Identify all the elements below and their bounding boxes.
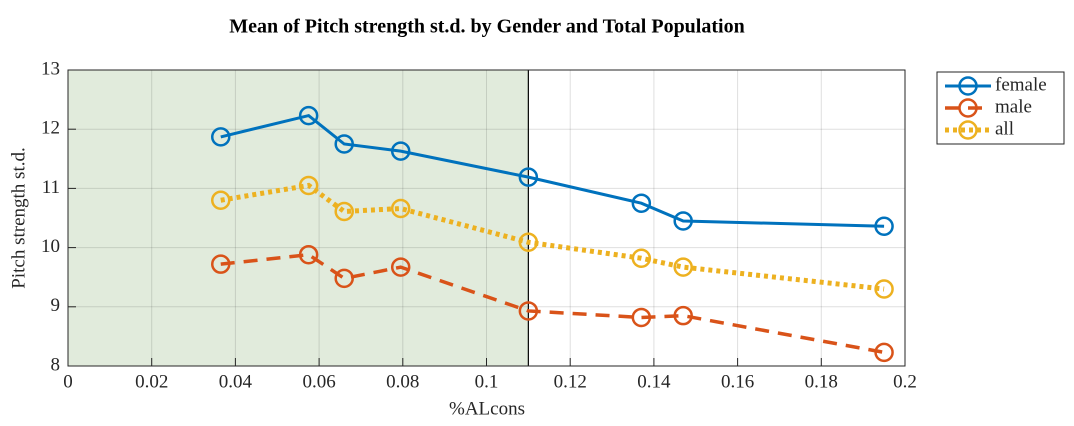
y-tick-label: 11: [42, 177, 60, 198]
y-tick-label: 9: [51, 295, 61, 316]
legend-marker: [958, 76, 978, 96]
x-tick-label: 0.02: [135, 371, 168, 392]
marker: [390, 257, 411, 277]
marker: [298, 105, 319, 126]
y-axis-label: Pitch strength st.d.: [8, 147, 29, 288]
x-tick-label: 0.08: [386, 371, 419, 392]
marker: [390, 141, 411, 161]
y-tick-label: 13: [41, 58, 60, 79]
y-tick-label: 8: [51, 354, 61, 375]
marker: [874, 279, 894, 299]
marker: [211, 127, 231, 147]
x-tick-label: 0.18: [805, 371, 838, 392]
x-tick-label: 0.2: [893, 371, 917, 392]
x-tick-label: 0.06: [302, 371, 335, 392]
shaded-region: [68, 70, 529, 366]
marker: [334, 268, 354, 289]
marker: [298, 244, 319, 265]
legend-marker: [958, 98, 978, 118]
y-tick-label: 12: [41, 118, 60, 139]
x-tick-label: 0.16: [721, 371, 754, 392]
legend-label: female: [995, 74, 1047, 95]
x-tick-label: 0.12: [554, 371, 587, 392]
marker: [631, 307, 652, 328]
y-tick-label: 10: [41, 236, 60, 257]
legend-label: all: [995, 118, 1014, 139]
marker: [631, 193, 652, 213]
marker: [673, 211, 693, 231]
legend-label: male: [995, 96, 1032, 117]
marker: [518, 232, 539, 253]
marker: [334, 134, 354, 154]
marker: [874, 342, 894, 363]
marker: [211, 190, 231, 210]
x-tick-label: 0.14: [637, 371, 671, 392]
series-line: [220, 252, 885, 355]
marker: [874, 216, 894, 237]
axes-box: [67, 69, 906, 367]
marker: [211, 254, 231, 274]
marker: [673, 257, 693, 277]
marker: [518, 301, 539, 321]
x-axis-label: %ALcons: [449, 398, 525, 419]
marker: [518, 167, 539, 187]
x-tick-label: 0.04: [219, 371, 253, 392]
chart-title: Mean of Pitch strength st.d. by Gender a…: [229, 16, 744, 38]
x-tick-label: 0.1: [475, 371, 499, 392]
marker: [673, 305, 693, 326]
marker: [298, 175, 319, 196]
marker: [334, 201, 354, 222]
legend-marker: [958, 120, 978, 140]
marker: [631, 248, 652, 269]
marker: [390, 198, 411, 219]
x-tick-label: 0: [63, 371, 73, 392]
